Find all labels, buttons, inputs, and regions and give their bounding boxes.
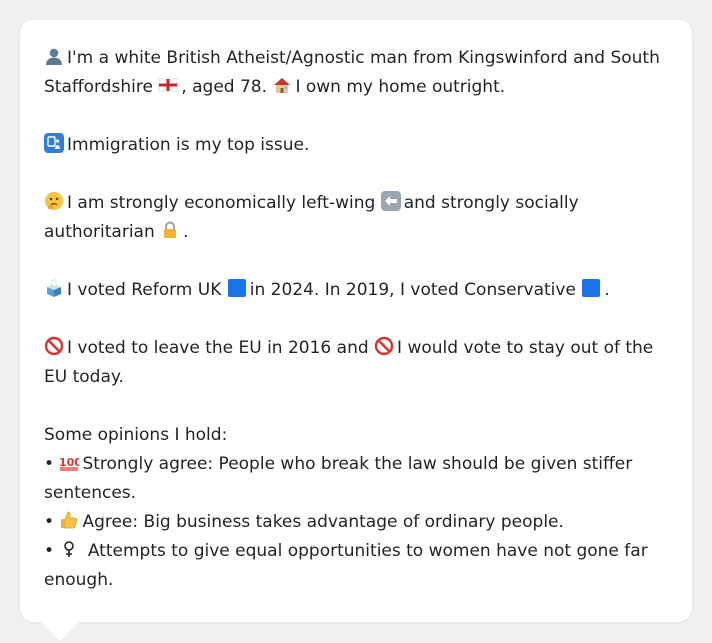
- vote-2019-end: .: [604, 280, 610, 300]
- opinion-text: People who break the law should be given…: [44, 454, 633, 503]
- voting-history-paragraph: I voted Reform UK in 2024. In 2019, I vo…: [44, 276, 668, 305]
- economic-position-text: I am strongly economically left-wing: [67, 193, 376, 213]
- ballot-box-icon: [44, 278, 64, 298]
- passport-control-icon: [44, 133, 64, 153]
- opinions-heading: Some opinions I hold:: [44, 425, 228, 445]
- left-arrow-icon: [380, 191, 401, 211]
- svg-text:100: 100: [59, 456, 79, 469]
- thinking-face-icon: [44, 191, 64, 211]
- thumbs-up-icon: [59, 510, 79, 530]
- blue-square-icon: [581, 278, 601, 298]
- top-issue-text: Immigration is my top issue.: [67, 135, 310, 155]
- speech-bubble-tail: [40, 621, 80, 641]
- political-compass-paragraph: I am strongly economically left-wing and…: [44, 189, 668, 247]
- brexit-today-text: I would vote to stay out of the EU today…: [44, 338, 654, 387]
- top-issue-paragraph: Immigration is my top issue.: [44, 131, 668, 160]
- vote-2024-text: I voted Reform UK: [67, 280, 222, 300]
- opinion-item: • 100 Strongly agree: People who break t…: [44, 452, 633, 503]
- hundred-points-icon: 100: [59, 452, 79, 472]
- blue-square-icon: [227, 278, 247, 298]
- opinion-stance: Agree:: [82, 512, 139, 532]
- social-position-end: .: [183, 222, 189, 242]
- prohibited-icon: [374, 336, 394, 356]
- opinion-item: • Agree: Big business takes advantage of…: [44, 510, 564, 532]
- opinion-text: Big business takes advantage of ordinary…: [143, 512, 564, 532]
- lock-icon: [160, 220, 180, 240]
- profile-card: I'm a white British Atheist/Agnostic man…: [20, 20, 692, 622]
- house-icon: [272, 75, 292, 95]
- brexit-vote-text: I voted to leave the EU in 2016 and: [67, 338, 369, 358]
- person-silhouette-icon: [44, 46, 64, 66]
- identity-text: I'm a white British Atheist/Agnostic man…: [44, 48, 660, 97]
- opinion-stance: Strongly agree:: [82, 454, 214, 474]
- opinions-section: Some opinions I hold: • 100 Strongly agr…: [44, 421, 668, 595]
- opinion-item: • Attempts to give equal opportunities t…: [44, 539, 648, 590]
- home-ownership-text: I own my home outright.: [295, 77, 506, 97]
- age-text: , aged 78.: [181, 77, 268, 97]
- female-sign-icon: [59, 539, 79, 559]
- england-flag-icon: [158, 75, 178, 95]
- social-position-text: and strongly socially authoritarian: [44, 193, 579, 242]
- vote-2019-text: in 2024. In 2019, I voted Conservative: [249, 280, 576, 300]
- prohibited-icon: [44, 336, 64, 356]
- brexit-paragraph: I voted to leave the EU in 2016 and I wo…: [44, 334, 668, 392]
- opinion-text: Attempts to give equal opportunities to …: [44, 541, 648, 590]
- identity-paragraph: I'm a white British Atheist/Agnostic man…: [44, 44, 668, 102]
